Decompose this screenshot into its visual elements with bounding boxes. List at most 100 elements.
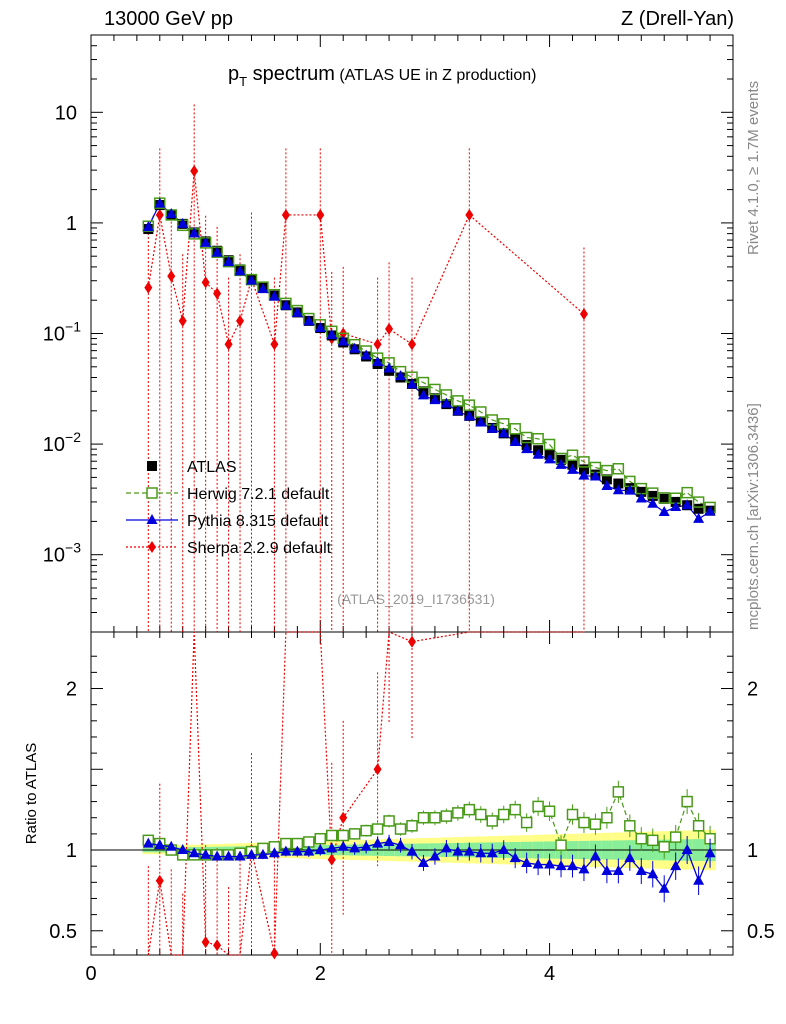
sherpa-point	[201, 276, 210, 289]
sherpa-point	[316, 208, 325, 221]
herwig-ratio-point	[601, 811, 613, 824]
pythia-point	[177, 217, 189, 228]
energy-label: 13000 GeV pp	[104, 8, 233, 30]
pythia-point	[498, 427, 510, 438]
pythia-point	[658, 506, 670, 517]
pythia-ratio-point	[463, 845, 475, 856]
sherpa-point	[155, 208, 164, 221]
pythia-ratio-point	[246, 848, 257, 859]
herwig-point	[566, 449, 579, 461]
pythia-point	[223, 256, 235, 267]
pythia-point	[567, 463, 578, 474]
legend-marker-pythia	[146, 514, 158, 524]
sherpa-ratio-point	[327, 853, 336, 866]
pythia-point	[429, 394, 441, 405]
pythia-point	[463, 410, 475, 421]
y-tick-label: 0.5	[747, 921, 775, 943]
pythia-point	[521, 443, 533, 454]
herwig-ratio-point	[463, 803, 476, 816]
pythia-ratio-point	[349, 842, 361, 853]
sherpa-point	[385, 322, 394, 335]
pythia-point	[360, 349, 372, 360]
pythia-point	[268, 290, 280, 301]
legend-marker-sherpa	[148, 541, 156, 553]
herwig-ratio-point	[669, 831, 682, 843]
pythia-point	[578, 469, 590, 480]
herwig-ratio-point	[509, 803, 521, 816]
pythia-ratio-point	[314, 844, 326, 855]
pythia-ratio-point	[452, 845, 464, 856]
sherpa-point	[373, 338, 382, 351]
rivet-version-label: Rivet 4.1.0, ≥ 1.7M events	[745, 80, 762, 255]
sherpa-point	[579, 308, 588, 321]
atlas-point	[578, 464, 589, 475]
pythia-ratio-point	[165, 840, 177, 851]
analysis-id-label: (ATLAS_2019_I1736531)	[337, 591, 495, 607]
pythia-ratio-point	[234, 850, 246, 861]
y-tick-label: 10−1	[43, 319, 81, 346]
herwig-ratio-point	[692, 820, 705, 832]
pythia-ratio-point	[154, 839, 166, 850]
pythia-ratio-point	[429, 850, 441, 861]
sherpa-point	[281, 208, 290, 221]
pythia-point	[440, 397, 452, 408]
herwig-point	[601, 464, 613, 477]
pythia-point	[681, 499, 693, 510]
sherpa-point	[270, 338, 279, 351]
y-tick-label: 2	[747, 679, 758, 701]
pythia-point	[154, 197, 166, 208]
pythia-ratio-point	[303, 845, 315, 856]
sherpa-point	[190, 164, 199, 177]
pythia-ratio-point	[188, 847, 200, 858]
legend-label-pythia: Pythia 8.315 default	[187, 513, 329, 530]
atlas-point	[613, 478, 624, 489]
pythia-point	[395, 370, 407, 381]
herwig-point	[578, 456, 590, 468]
herwig-point	[429, 383, 441, 396]
sherpa-point	[465, 208, 474, 221]
herwig-point	[692, 496, 705, 508]
sherpa-point	[224, 338, 233, 351]
pythia-ratio-point	[601, 865, 613, 876]
pythia-ratio-point	[624, 852, 636, 863]
herwig-point	[417, 376, 430, 389]
sherpa-ratio-point	[201, 936, 210, 949]
pythia-ratio-point	[704, 847, 716, 858]
x-tick-label: 2	[315, 963, 326, 985]
pythia-point	[406, 378, 418, 389]
atlas-point	[647, 490, 658, 501]
pythia-ratio-point	[337, 840, 349, 851]
herwig-point	[681, 486, 693, 499]
pythia-ratio-point	[693, 874, 705, 885]
pythia-ratio-point	[372, 837, 384, 848]
y-tick-label: 2	[66, 679, 77, 701]
herwig-ratio-point	[635, 832, 648, 845]
pythia-point	[417, 389, 429, 400]
pythia-point	[589, 470, 601, 481]
pythia-ratio-point	[223, 850, 235, 861]
herwig-ratio-point	[360, 824, 372, 837]
pythia-point	[200, 236, 212, 247]
herwig-point	[543, 438, 556, 451]
pythia-point	[165, 208, 177, 219]
pythia-point	[314, 322, 326, 333]
pythia-ratio-point	[417, 856, 429, 867]
pythia-ratio-point	[612, 865, 624, 876]
pythia-ratio-point	[291, 845, 303, 856]
sherpa-ratio-point	[408, 635, 416, 648]
pythia-point	[452, 405, 464, 416]
herwig-point	[520, 431, 533, 444]
pythia-point	[544, 453, 556, 464]
x-tick-label: 0	[85, 963, 96, 985]
herwig-ratio-point	[452, 807, 464, 819]
pythia-point	[693, 512, 705, 523]
herwig-ratio-point	[406, 820, 418, 832]
herwig-ratio-point	[383, 815, 395, 827]
pythia-point	[326, 328, 338, 339]
pythia-point	[509, 435, 521, 446]
pythia-point	[704, 505, 716, 516]
y-tick-label: 1	[747, 840, 758, 862]
pythia-point	[475, 416, 487, 427]
pythia-point	[234, 265, 246, 276]
y-tick-label: 0.5	[49, 921, 77, 943]
